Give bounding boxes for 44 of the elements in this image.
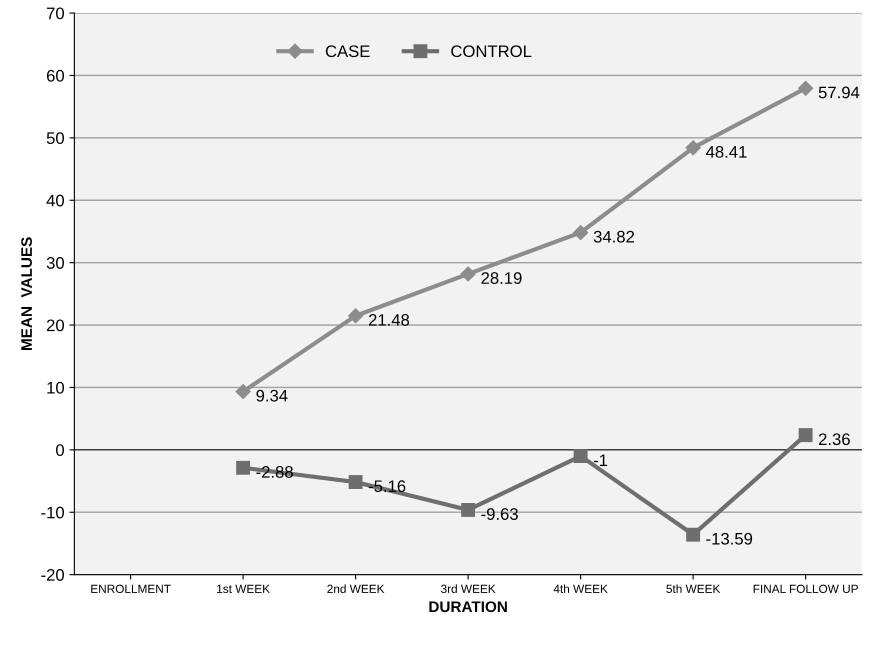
data-label: 48.41 [706,146,747,158]
point [348,475,363,489]
x-tick-label: 5th WEEK [666,584,720,594]
x-tick-label: 1st WEEK [217,584,270,594]
y-tick-label: 20 [46,319,64,332]
y-tick-label: 0 [56,444,64,456]
data-label: -13.59 [706,532,752,545]
data-label: 2.36 [818,433,850,446]
y-tick-label: -20 [41,569,64,581]
x-tick-label: 2nd WEEK [327,584,384,594]
point [686,140,701,156]
y-tick-label: 50 [46,132,64,144]
data-label: -1 [594,454,608,466]
y-tick-label: -10 [41,506,64,518]
y-tick-label: 70 [46,7,64,20]
data-label: 28.19 [481,272,522,284]
point [460,266,476,282]
y-tick-label: 60 [46,70,64,82]
y-tick-label: 40 [46,194,64,206]
legend-label: CONTROL [451,45,532,58]
x-tick-label: 4th WEEK [554,584,608,594]
point [236,384,251,400]
x-tick-label: FINAL FOLLOW UP [754,584,858,594]
data-label: 9.34 [256,390,288,402]
point [573,225,588,240]
point [348,308,364,324]
point [236,460,250,475]
point [798,428,813,442]
x-tick-label: ENROLLMENT [91,584,171,594]
legend-label: CASE [326,45,370,58]
data-label: 34.82 [594,230,634,243]
point [574,449,588,464]
y-tick-label: 10 [47,382,64,394]
x-axis-title: DURATION [429,601,507,612]
data-label: -5.16 [368,480,406,492]
data-label: -9.63 [481,508,518,520]
point [461,502,476,517]
x-tick-label: 3rd WEEK [441,584,496,594]
y-tick-label: 30 [46,257,64,269]
point [686,528,700,542]
data-label: 57.94 [818,86,860,98]
data-label: 21.48 [368,314,410,326]
y-axis-title: MEAN VALUES [21,237,32,350]
point [798,80,814,96]
